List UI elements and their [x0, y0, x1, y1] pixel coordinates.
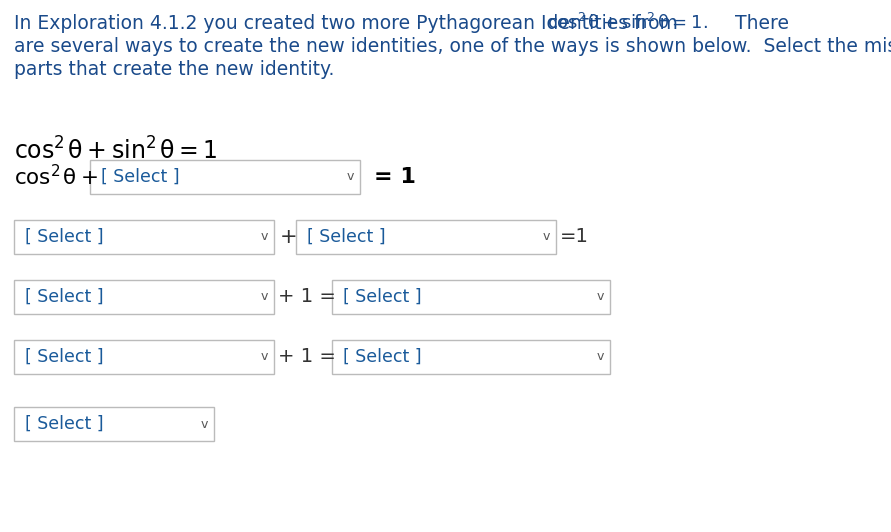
Text: [ Select ]: [ Select ]: [343, 288, 421, 306]
Text: [ Select ]: [ Select ]: [25, 348, 103, 366]
Text: v: v: [200, 418, 208, 430]
Text: v: v: [260, 230, 267, 244]
Text: +: +: [280, 227, 298, 247]
Text: v: v: [596, 290, 604, 303]
Text: [ Select ]: [ Select ]: [25, 415, 103, 433]
Text: v: v: [260, 290, 267, 303]
Text: = 1: = 1: [374, 167, 416, 187]
Text: v: v: [543, 230, 550, 244]
Text: + 1 =: + 1 =: [278, 347, 336, 367]
Text: $\mathrm{cos^2\!\;\theta+}$: $\mathrm{cos^2\!\;\theta+}$: [14, 164, 98, 189]
Text: There: There: [730, 14, 789, 33]
Text: are several ways to create the new identities, one of the ways is shown below.  : are several ways to create the new ident…: [14, 37, 891, 56]
Text: + 1 =: + 1 =: [278, 287, 336, 306]
FancyBboxPatch shape: [14, 340, 274, 374]
Text: v: v: [596, 351, 604, 363]
Text: [ Select ]: [ Select ]: [343, 348, 421, 366]
Text: [ Select ]: [ Select ]: [25, 228, 103, 246]
FancyBboxPatch shape: [14, 220, 274, 254]
FancyBboxPatch shape: [332, 280, 610, 314]
FancyBboxPatch shape: [296, 220, 556, 254]
FancyBboxPatch shape: [90, 160, 360, 194]
Text: [ Select ]: [ Select ]: [307, 228, 386, 246]
FancyBboxPatch shape: [332, 340, 610, 374]
Text: In Exploration 4.1.2 you created two more Pythagorean Identities from: In Exploration 4.1.2 you created two mor…: [14, 14, 684, 33]
FancyBboxPatch shape: [14, 407, 214, 441]
Text: v: v: [260, 351, 267, 363]
Text: [ Select ]: [ Select ]: [101, 168, 180, 186]
Text: v: v: [347, 170, 354, 184]
Text: $\mathrm{cos^2\!\;\theta + sin^2\!\;\theta = 1.}$: $\mathrm{cos^2\!\;\theta + sin^2\!\;\the…: [547, 13, 708, 33]
Text: =1: =1: [560, 228, 589, 246]
Text: parts that create the new identity.: parts that create the new identity.: [14, 60, 334, 79]
FancyBboxPatch shape: [14, 280, 274, 314]
Text: [ Select ]: [ Select ]: [25, 288, 103, 306]
Text: $\mathrm{cos^2\!\;\theta + sin^2\!\;\theta = 1}$: $\mathrm{cos^2\!\;\theta + sin^2\!\;\the…: [14, 137, 217, 164]
